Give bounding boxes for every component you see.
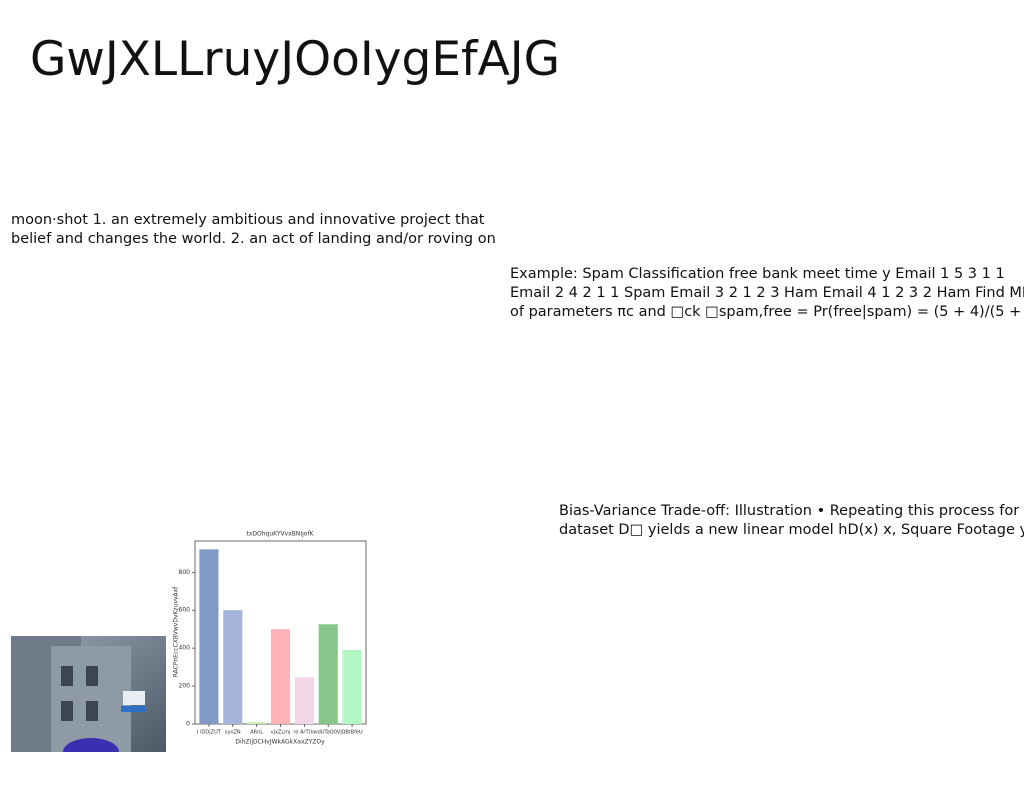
y-axis-label: RACPnEccCXBVwvDvKzuvvAxf — [173, 586, 180, 677]
text-block: moon·shot 1. an extremely ambitious and … — [11, 211, 511, 249]
x-tick-label: QBtBfeU — [341, 730, 363, 736]
y-tick-label: 800 — [179, 569, 191, 576]
text-line: Bias-Variance Trade-off: Illustration • … — [559, 503, 1024, 519]
y-tick-label: 200 — [179, 683, 191, 690]
photo — [11, 636, 166, 752]
text-block: Example: Spam Classification free bank m… — [510, 265, 1024, 322]
text-line: belief and changes the world. 2. an act … — [11, 231, 496, 247]
y-tick-label: 400 — [179, 645, 191, 652]
text-line: moon·shot 1. an extremely ambitious and … — [11, 212, 485, 228]
plot-frame — [194, 540, 367, 725]
x-tick-label: vdUTaQ0Vj — [315, 730, 342, 736]
text-line: of parameters πc and □ck □spam,free = Pr… — [510, 304, 1024, 320]
bar — [247, 722, 267, 724]
bar — [270, 629, 291, 724]
x-axis-label: DihZIjDCHvJWkAGkXaxZYZOy — [235, 739, 325, 746]
chart-title: txDOhquKYVvxBNIjofK — [246, 531, 314, 538]
bar — [342, 650, 362, 724]
text-line: Email 2 4 2 1 1 Spam Email 3 2 1 2 3 Ham… — [510, 285, 1024, 301]
bar — [294, 677, 314, 724]
bar — [223, 610, 243, 724]
x-tick-label: syoZN — [225, 730, 241, 736]
x-tick-label: vjxZLmj — [271, 730, 291, 736]
bar — [199, 549, 219, 724]
slide-title: GwJXLLruyJOoIygEfAJG — [30, 32, 561, 87]
x-tick-label: ARnL — [250, 730, 263, 736]
bar — [318, 624, 338, 724]
text-line: Example: Spam Classification free bank m… — [510, 266, 1005, 282]
x-tick-label: ro ArTUo — [293, 730, 315, 736]
text-line: dataset D□ yields a new linear model hD(… — [559, 522, 1024, 538]
y-tick-label: 0 — [186, 721, 190, 728]
y-tick-label: 600 — [179, 607, 191, 614]
x-tick-label: I IDDjZUT — [197, 730, 222, 736]
text-block: Bias-Variance Trade-off: Illustration • … — [559, 502, 1024, 540]
